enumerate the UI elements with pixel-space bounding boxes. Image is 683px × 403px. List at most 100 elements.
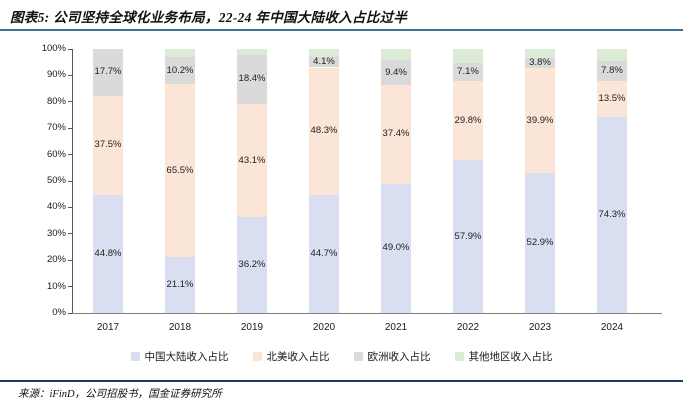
bar-segment <box>381 183 411 313</box>
data-label: 74.3% <box>598 208 626 220</box>
data-label: 37.4% <box>382 128 410 140</box>
y-axis-tick <box>68 154 72 156</box>
data-label: 9.4% <box>385 66 407 78</box>
bar-segment <box>309 195 339 313</box>
x-axis-tick-label: 2018 <box>168 322 192 333</box>
x-axis-tick-label: 2021 <box>384 322 408 333</box>
source-note: 来源：iFinD，公司招股书，国金证券研究所 <box>18 389 222 400</box>
data-label: 7.1% <box>457 66 479 78</box>
legend: 中国大陆收入占比 北美收入占比 欧洲收入占比 其他地区收入占比 <box>0 349 683 364</box>
bar-segment <box>309 49 339 57</box>
bar-segment <box>597 49 627 61</box>
data-label: 52.9% <box>526 237 554 249</box>
data-label: 65.5% <box>166 164 194 176</box>
bar-segment <box>597 60 627 82</box>
data-label: 29.8% <box>454 114 482 126</box>
legend-label: 欧洲收入占比 <box>367 351 431 363</box>
data-label: 4.1% <box>313 56 335 68</box>
bar-segment <box>381 84 411 184</box>
plot-area: 0% 10% 20% 30% 40% 50% 60% 70% 80% 90% 100% 44.8% 37… <box>42 43 662 333</box>
bar-segment <box>525 68 555 174</box>
legend-item: 欧洲收入占比 <box>353 349 431 364</box>
y-axis-line <box>72 49 73 313</box>
y-axis-tick-label: 0% <box>52 307 66 318</box>
y-axis-tick <box>68 286 72 288</box>
bar-segment <box>309 67 339 195</box>
bar-segment <box>525 49 555 58</box>
legend-label: 北美收入占比 <box>266 351 330 363</box>
data-label: 48.3% <box>310 125 338 137</box>
x-axis-tick-label: 2019 <box>240 322 264 333</box>
bar-segment <box>453 160 483 313</box>
y-axis-tick <box>68 127 72 129</box>
bar-segment <box>93 194 123 313</box>
legend-swatch <box>454 352 464 361</box>
bar-segment <box>165 49 195 58</box>
y-axis-tick-label: 50% <box>46 175 66 186</box>
bar-segment <box>237 103 267 218</box>
x-axis-tick-label: 2022 <box>456 322 480 333</box>
data-label: 39.9% <box>526 114 554 126</box>
bar-segment <box>453 62 483 82</box>
bar-segment <box>93 49 123 96</box>
x-axis-tick-label: 2023 <box>528 322 552 333</box>
y-axis-tick <box>68 48 72 50</box>
bar-segment <box>525 57 555 69</box>
y-axis-tick <box>68 74 72 76</box>
y-axis-tick <box>68 101 72 103</box>
x-axis-tick-label: 2017 <box>96 322 120 333</box>
data-label: 36.2% <box>238 259 266 271</box>
chart-title: 图表5: 公司坚持全球化业务布局，22-24 年中国大陆收入占比过半 <box>10 10 408 25</box>
data-label: 49.0% <box>382 242 410 254</box>
data-label: 17.7% <box>94 66 122 78</box>
bar-segment <box>237 55 267 104</box>
x-axis-line <box>72 313 662 314</box>
data-label: 7.8% <box>601 64 623 76</box>
data-label: 57.9% <box>454 230 482 242</box>
data-label: 43.1% <box>238 154 266 166</box>
legend-swatch <box>252 352 262 361</box>
data-label: 13.5% <box>598 93 626 105</box>
y-axis-tick-label: 40% <box>46 201 66 213</box>
y-axis-tick-label: 70% <box>46 122 66 134</box>
data-label: 10.2% <box>166 64 194 76</box>
data-label: 18.4% <box>238 73 266 85</box>
y-axis-tick-label: 80% <box>46 95 66 107</box>
bar-segment <box>165 57 195 85</box>
legend-item: 其他地区收入占比 <box>454 349 553 364</box>
bar-segment <box>597 81 627 117</box>
bar-segment <box>309 56 339 68</box>
x-axis-tick-label: 2024 <box>600 322 624 333</box>
y-axis-tick-label: 10% <box>46 280 66 292</box>
legend-label: 中国大陆收入占比 <box>144 351 229 363</box>
legend-item: 北美收入占比 <box>252 349 330 364</box>
bar-segment <box>453 49 483 63</box>
legend-swatch <box>353 352 363 361</box>
y-axis-tick-label: 100% <box>41 43 66 54</box>
legend-item: 中国大陆收入占比 <box>130 349 229 364</box>
y-axis-tick <box>68 233 72 235</box>
y-axis-tick-label: 60% <box>46 148 66 160</box>
x-axis-tick-label: 2020 <box>312 322 336 333</box>
bar-segment <box>381 49 411 61</box>
legend-swatch <box>130 352 140 361</box>
y-axis-tick-label: 20% <box>46 254 66 266</box>
bar-segment <box>525 173 555 313</box>
title-rule <box>0 29 683 31</box>
y-axis-tick-label: 30% <box>46 227 66 239</box>
bar-segment <box>381 60 411 85</box>
bar-segment <box>165 257 195 313</box>
data-label: 37.5% <box>94 139 122 151</box>
legend-label: 其他地区收入占比 <box>468 351 553 363</box>
data-label: 3.8% <box>529 57 551 68</box>
y-axis-tick <box>68 206 72 208</box>
data-label: 44.7% <box>310 248 338 259</box>
bar-segment <box>453 81 483 161</box>
bar-segment <box>93 95 123 195</box>
data-label: 21.1% <box>166 279 194 291</box>
y-axis-tick <box>68 180 72 182</box>
y-axis-tick <box>68 312 72 314</box>
y-axis-tick-label: 90% <box>46 69 66 81</box>
bar-segment <box>237 217 267 313</box>
